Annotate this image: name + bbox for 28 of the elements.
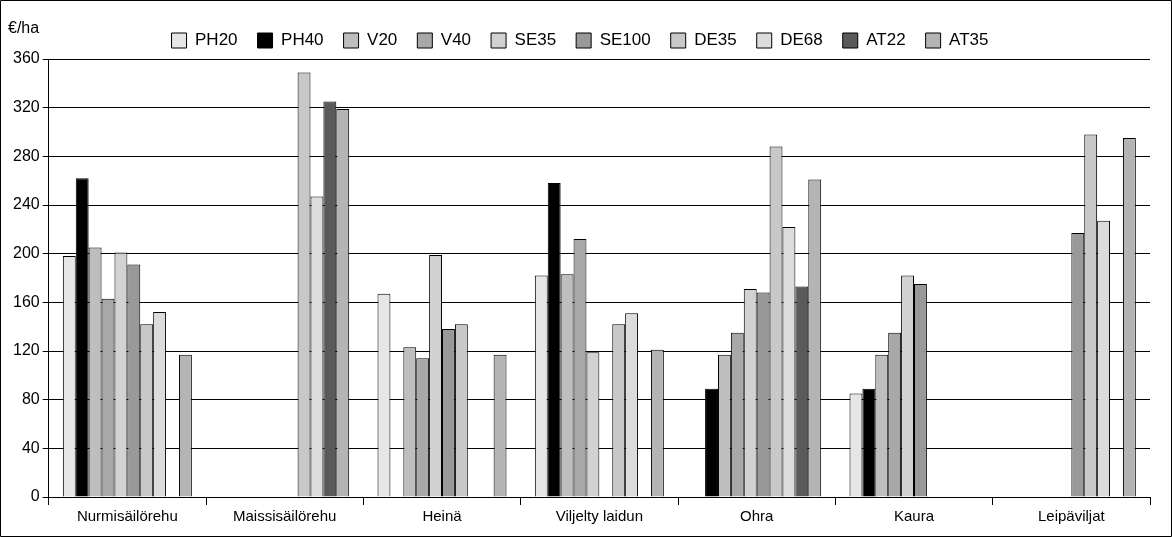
legend-label: DE35 <box>694 30 737 50</box>
legend-label: AT35 <box>949 30 989 50</box>
y-tick-label: 240 <box>12 195 40 213</box>
x-tick-label: Maissisäilörehu <box>233 507 337 525</box>
legend-label: AT22 <box>866 30 906 50</box>
x-tick-label: Kaura <box>893 507 935 525</box>
y-tick-label: 280 <box>12 146 40 164</box>
x-tick-label: Nurmisäilörehu <box>76 507 178 525</box>
legend-label: V20 <box>367 30 398 50</box>
legend-label: SE35 <box>514 30 557 50</box>
y-tick-label: 40 <box>21 438 40 456</box>
y-tick-label: 160 <box>12 292 40 310</box>
y-tick-label: 80 <box>21 390 40 408</box>
legend-label: PH40 <box>281 30 324 50</box>
y-tick-label: 200 <box>12 244 40 262</box>
legend-label: V40 <box>440 30 472 50</box>
x-tick-label: Ohra <box>740 507 774 525</box>
y-tick-label: 120 <box>12 341 40 359</box>
y-tick-label: 360 <box>12 49 40 67</box>
y-tick-label: 320 <box>12 98 40 116</box>
legend-label: PH20 <box>195 30 238 50</box>
x-tick-label: Heinä <box>422 507 463 525</box>
legend-label: SE100 <box>599 30 651 50</box>
x-tick-label: Leipäviljat <box>1037 507 1106 525</box>
y-tick-label: 0 <box>30 487 40 505</box>
legend-label: DE68 <box>780 30 823 50</box>
x-tick-label: Viljelty laidun <box>555 507 643 525</box>
y-axis-title: €/ha <box>8 19 40 37</box>
